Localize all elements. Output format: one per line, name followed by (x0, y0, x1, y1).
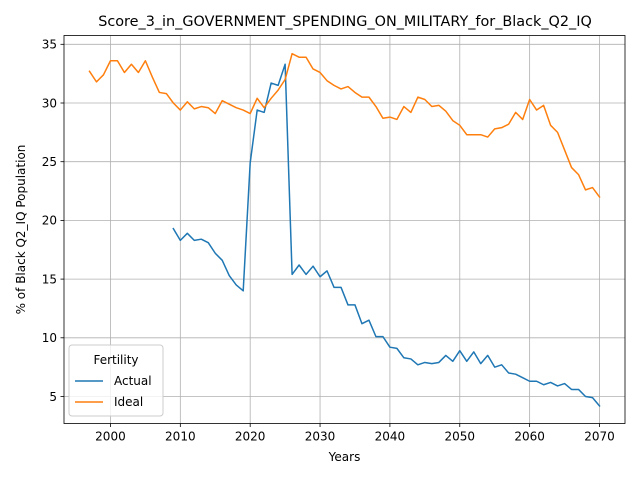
series-layer (88, 52, 601, 407)
x-tick-label: 2060 (514, 430, 545, 444)
series-line-ideal (88, 52, 601, 198)
legend-title: Fertility (93, 353, 138, 367)
plot-area-frame (63, 35, 626, 424)
y-tick-label: 25 (42, 155, 57, 169)
legend-label-ideal: Ideal (114, 395, 143, 409)
y-axis-label: % of Black Q2_IQ Population (14, 145, 28, 315)
x-tick-label: 2070 (584, 430, 615, 444)
series-line-actual (172, 63, 601, 407)
x-axis-label: Years (328, 450, 361, 464)
y-tick-label: 35 (42, 38, 57, 52)
legend-box (68, 344, 164, 417)
y-tick-label: 20 (42, 214, 57, 228)
y-tick-label: 30 (42, 96, 57, 110)
x-tick-label: 2000 (95, 430, 126, 444)
x-axis: 2000 2010 2020 2030 2040 2050 2060 2070 (95, 423, 615, 444)
legend-label-actual: Actual (114, 374, 152, 388)
x-tick-label: 2040 (375, 430, 406, 444)
y-axis: 5 10 15 20 25 30 35 (42, 38, 64, 404)
y-tick-label: 5 (49, 390, 57, 404)
x-tick-label: 2050 (445, 430, 476, 444)
y-tick-label: 15 (42, 272, 57, 286)
legend: Fertility Actual Ideal (68, 344, 164, 417)
chart-title: Score_3_in_GOVERNMENT_SPENDING_ON_MILITA… (98, 14, 592, 30)
y-tick-label: 10 (42, 331, 57, 345)
x-tick-label: 2010 (165, 430, 196, 444)
x-tick-label: 2030 (305, 430, 336, 444)
x-tick-label: 2020 (235, 430, 266, 444)
